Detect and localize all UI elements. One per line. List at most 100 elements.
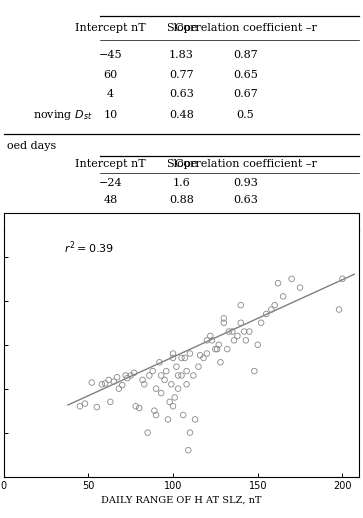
Point — [258, 319, 264, 327]
Text: 0.88: 0.88 — [169, 195, 194, 206]
Text: −45: −45 — [98, 50, 122, 60]
Point — [128, 371, 134, 380]
Point — [123, 371, 129, 380]
Point — [180, 411, 186, 419]
Text: 4: 4 — [107, 89, 114, 99]
Point — [167, 398, 172, 406]
Point — [289, 275, 294, 283]
Point — [212, 345, 218, 353]
Point — [125, 374, 130, 382]
Point — [170, 349, 176, 357]
Point — [255, 340, 261, 349]
Point — [209, 336, 215, 344]
Text: oed days: oed days — [7, 141, 56, 151]
Point — [241, 327, 247, 336]
Point — [246, 327, 252, 336]
Point — [162, 376, 167, 384]
Point — [99, 380, 105, 388]
Point — [107, 398, 113, 406]
Point — [111, 378, 117, 386]
Point — [153, 384, 159, 393]
Point — [77, 402, 83, 410]
Text: 0.65: 0.65 — [233, 70, 258, 80]
Point — [229, 327, 235, 336]
Text: 0.63: 0.63 — [169, 89, 194, 99]
Point — [151, 407, 157, 415]
Point — [175, 384, 181, 393]
Point — [158, 389, 164, 397]
Point — [217, 358, 223, 366]
Point — [221, 319, 227, 327]
Point — [297, 283, 303, 292]
Point — [184, 380, 189, 388]
Point — [207, 332, 213, 340]
Point — [192, 415, 198, 424]
Point — [216, 340, 222, 349]
Point — [182, 354, 188, 362]
Point — [106, 376, 111, 384]
Point — [214, 345, 220, 353]
Point — [184, 367, 189, 375]
Text: Correlation coefficient –r: Correlation coefficient –r — [175, 160, 317, 169]
Point — [165, 415, 171, 424]
Point — [163, 367, 169, 375]
Text: 10: 10 — [103, 110, 118, 120]
Text: $r^2 = 0.39$: $r^2 = 0.39$ — [64, 239, 114, 256]
Point — [238, 319, 244, 327]
Text: 1.6: 1.6 — [173, 178, 190, 188]
Point — [141, 380, 147, 388]
Point — [168, 380, 174, 388]
Point — [234, 332, 240, 340]
Text: 0.45: 0.45 — [233, 213, 258, 223]
Point — [156, 358, 162, 366]
Point — [102, 379, 108, 387]
Point — [170, 402, 176, 410]
Text: noving $D_{st}$: noving $D_{st}$ — [33, 108, 93, 122]
X-axis label: DAILY RANGE OF H AT SLZ, nT: DAILY RANGE OF H AT SLZ, nT — [101, 496, 262, 505]
Point — [238, 301, 244, 309]
Text: 0.93: 0.93 — [233, 178, 258, 188]
Text: 0.77: 0.77 — [169, 70, 194, 80]
Point — [145, 428, 151, 437]
Point — [280, 292, 286, 300]
Point — [263, 310, 269, 318]
Point — [187, 428, 193, 437]
Text: Slope: Slope — [166, 160, 197, 169]
Text: Correlation coefficient –r: Correlation coefficient –r — [175, 23, 317, 33]
Point — [185, 446, 191, 454]
Point — [204, 349, 210, 357]
Text: 60: 60 — [103, 70, 118, 80]
Point — [136, 404, 142, 412]
Point — [275, 279, 281, 287]
Point — [175, 371, 181, 380]
Point — [272, 301, 278, 309]
Text: Slope: Slope — [166, 23, 197, 33]
Text: 48: 48 — [103, 195, 118, 206]
Text: 1.83: 1.83 — [169, 50, 194, 60]
Text: 0.5: 0.5 — [237, 110, 254, 120]
Text: 0.87: 0.87 — [233, 50, 258, 60]
Point — [204, 336, 210, 344]
Point — [179, 354, 184, 362]
Point — [133, 402, 139, 410]
Point — [201, 354, 207, 362]
Text: 0.63: 0.63 — [233, 195, 258, 206]
Point — [170, 354, 176, 362]
Point — [131, 369, 137, 377]
Point — [187, 349, 193, 357]
Text: 0.67: 0.67 — [233, 89, 258, 99]
Text: −1: −1 — [102, 213, 119, 223]
Point — [94, 403, 100, 411]
Point — [268, 306, 274, 314]
Point — [153, 411, 159, 419]
Point — [150, 367, 156, 375]
Point — [221, 314, 227, 323]
Text: Intercept nT: Intercept nT — [75, 160, 146, 169]
Point — [158, 371, 164, 380]
Text: Intercept nT: Intercept nT — [75, 23, 146, 33]
Point — [174, 363, 179, 371]
Point — [179, 371, 184, 380]
Point — [196, 363, 201, 371]
Point — [231, 336, 237, 344]
Text: 0.48: 0.48 — [169, 110, 194, 120]
